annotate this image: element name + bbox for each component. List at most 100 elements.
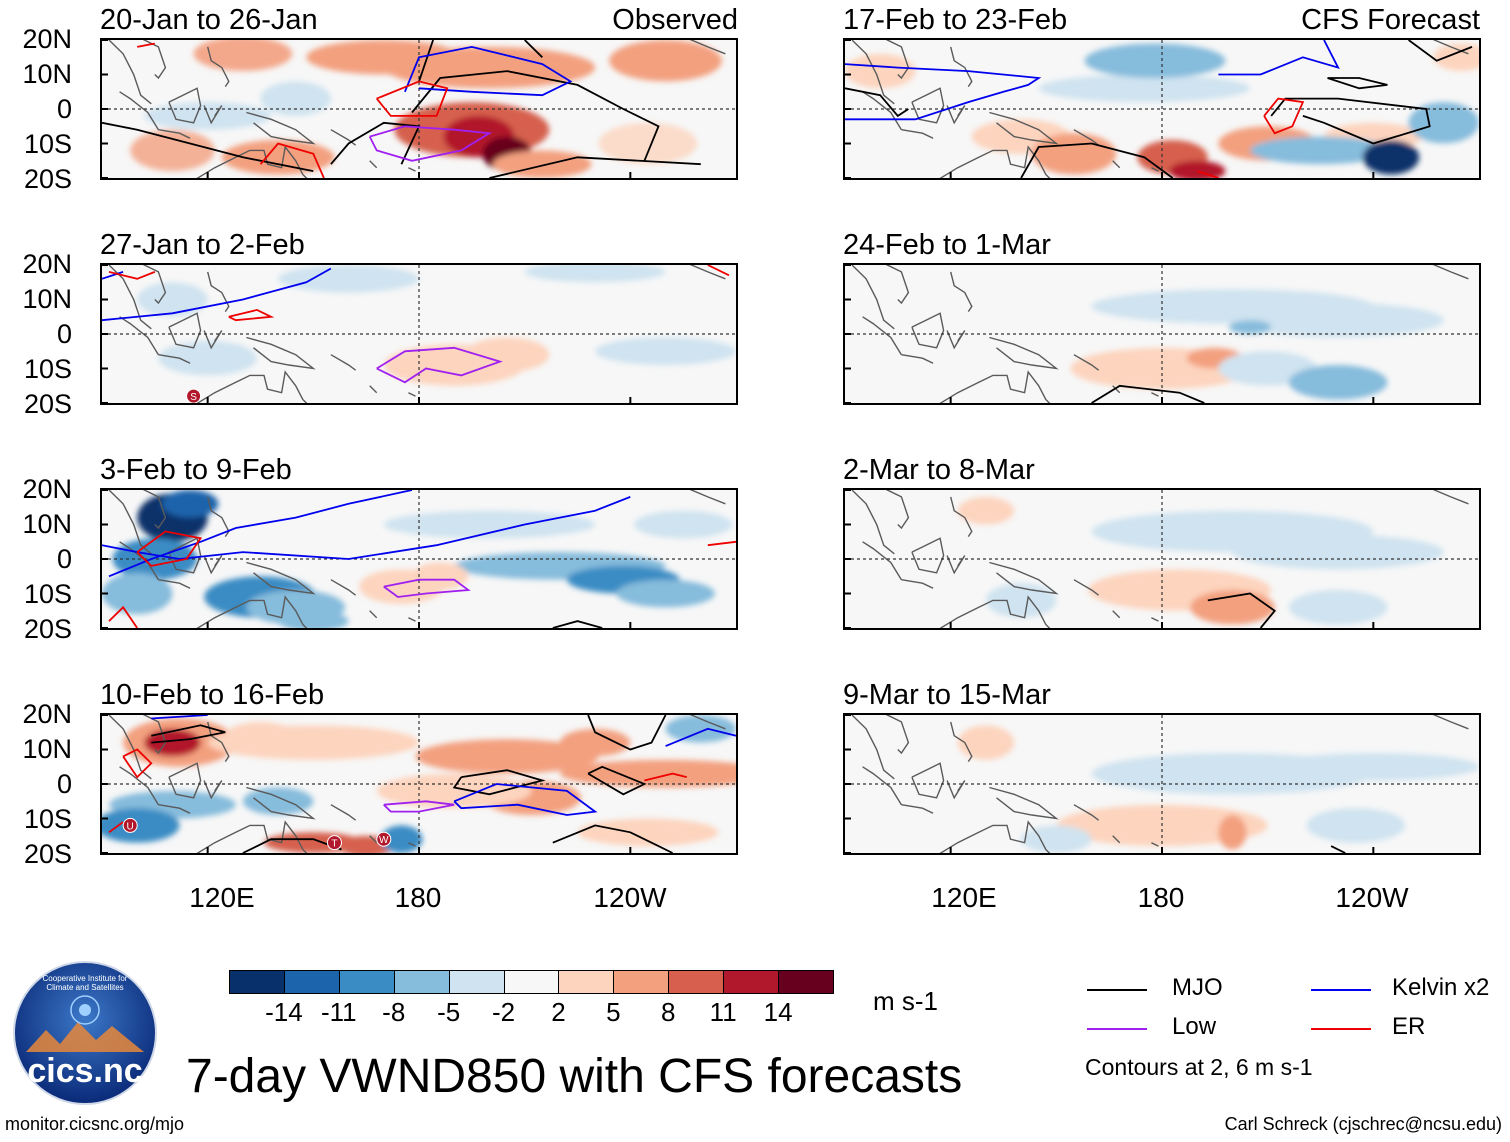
- coastline: [142, 490, 167, 530]
- coastline: [862, 541, 902, 581]
- coastline: [862, 316, 902, 356]
- logo-text: cics.nc: [27, 1052, 143, 1090]
- footer-right: Carl Schreck (cjschrec@ncsu.edu): [1224, 1114, 1502, 1134]
- coastline: [689, 265, 726, 280]
- coastline: [408, 392, 416, 397]
- coastline: [851, 40, 895, 105]
- wind-anomaly-shading: [221, 140, 335, 175]
- panel-map: [102, 490, 736, 628]
- wind-anomaly-shading: [1038, 74, 1251, 103]
- observed-header: Observed: [612, 4, 738, 36]
- wind-anomaly-shading: [616, 579, 715, 608]
- ytick-label: 10S: [23, 804, 72, 834]
- legend-er-line: [1311, 1028, 1371, 1030]
- coastline: [901, 354, 934, 364]
- wind-anomaly-shading: [1190, 590, 1275, 625]
- coastline: [862, 766, 902, 806]
- coastlines: [108, 490, 726, 628]
- wind-anomaly-shading: [1084, 43, 1226, 78]
- legend-mjo-label: MJO: [1172, 974, 1223, 1001]
- er-contour: [108, 271, 156, 280]
- panel-map: U T W: [102, 715, 736, 853]
- wind-anomaly-shading: [598, 122, 698, 165]
- colorbar-swatch: [558, 970, 615, 994]
- ytick-label: 20N: [22, 24, 72, 54]
- mjo-contour: [587, 765, 647, 796]
- mjo-contour: [411, 70, 660, 162]
- wind-anomaly-shading: [158, 340, 257, 376]
- wind-anomaly-shading: [278, 265, 419, 293]
- coastline: [946, 105, 966, 125]
- legend-low-label: Low: [1172, 1013, 1217, 1040]
- coastline: [911, 312, 945, 349]
- map-panel-obs-2: S: [100, 263, 738, 405]
- coastline: [989, 336, 1059, 370]
- coastline: [1073, 129, 1100, 146]
- er-contour: [707, 265, 730, 277]
- ytick-label: 0: [56, 94, 72, 124]
- ytick-label: 10N: [22, 509, 72, 539]
- panel-title-6: 24-Feb to 1-Mar: [843, 229, 1051, 261]
- coastline: [246, 336, 316, 370]
- mjo-contour: [1270, 97, 1431, 145]
- wind-anomaly-shading: [609, 40, 722, 82]
- wind-anomaly-shading: [260, 81, 331, 116]
- kelvin-contour: [845, 63, 1042, 121]
- legend-low-line: [1087, 1028, 1147, 1030]
- coastline: [939, 145, 1051, 178]
- panel-title-4: 10-Feb to 16-Feb: [100, 679, 325, 711]
- coastline: [689, 40, 726, 55]
- coastline: [911, 537, 945, 574]
- coastline: [203, 105, 223, 125]
- wind-anomaly-shading: [278, 610, 349, 628]
- wind-anomaly-shading: [102, 572, 173, 615]
- storm-label: T: [331, 839, 337, 850]
- coastline: [1432, 490, 1469, 505]
- mjo-contour: [552, 824, 673, 853]
- coastline: [408, 842, 416, 847]
- colorbar-tick-label: 8: [661, 997, 676, 1027]
- kelvin-contour: [1218, 40, 1340, 76]
- colorbar-tick-label: 5: [606, 997, 621, 1027]
- shading-group: [845, 43, 1479, 178]
- xtick-label: 120W: [1335, 882, 1409, 913]
- colorbar-swatch: [393, 970, 450, 994]
- coastline: [911, 762, 945, 799]
- coastline: [196, 145, 308, 178]
- wind-anomaly-shading: [957, 496, 1015, 525]
- figure-title: 7-day VWND850 with CFS forecasts: [186, 1050, 963, 1103]
- colorbar-tick-label: -2: [491, 997, 516, 1027]
- coastline: [1112, 835, 1121, 844]
- coastline: [168, 762, 202, 799]
- coastline: [1073, 579, 1100, 596]
- er-contour: [108, 605, 138, 628]
- coastline: [939, 595, 1051, 628]
- er-contour: [259, 142, 325, 178]
- mjo-contour: [489, 156, 701, 178]
- coastline: [119, 91, 159, 131]
- wind-anomaly-shading: [1288, 590, 1388, 625]
- kelvin-contour: [151, 715, 208, 720]
- kelvin-contour: [453, 783, 598, 816]
- coastline: [911, 87, 945, 124]
- map-panel-fc-2: [843, 263, 1481, 405]
- wind-anomaly-shading: [1232, 302, 1444, 338]
- coastline: [851, 490, 895, 555]
- wind-anomaly-shading: [1433, 43, 1479, 72]
- ytick-label: 20S: [23, 389, 72, 419]
- mjo-contour: [418, 40, 434, 82]
- er-contour: [1263, 97, 1305, 135]
- coastline: [1151, 392, 1159, 397]
- er-contour: [644, 772, 687, 782]
- wind-anomaly-shading: [1228, 320, 1272, 334]
- coastline: [158, 354, 191, 364]
- low-contour: [383, 800, 455, 813]
- coastline: [330, 354, 357, 371]
- coastline: [330, 579, 357, 596]
- colorbar-swatch: [778, 970, 834, 994]
- coastline: [1112, 160, 1121, 169]
- wind-anomaly-shading: [464, 337, 550, 372]
- panel-map: S: [102, 265, 736, 403]
- mjo-contour: [452, 769, 546, 796]
- panel-title-8: 9-Mar to 15-Mar: [843, 679, 1051, 711]
